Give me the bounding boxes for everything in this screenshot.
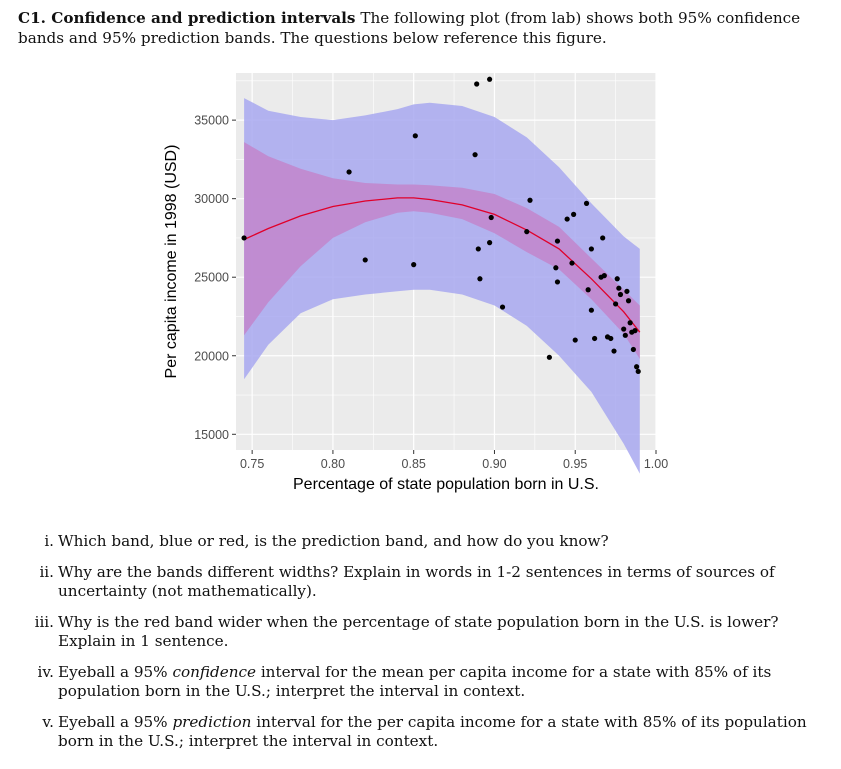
question-text-post: interval for the mean per capita income … — [58, 663, 772, 700]
data-point — [632, 328, 638, 334]
x-axis-label: Percentage of state population born in U… — [293, 476, 599, 493]
data-point — [474, 81, 480, 87]
data-point — [553, 265, 559, 271]
data-point — [588, 246, 594, 252]
x-axis-ticks: 0.75 0.80 0.85 0.90 0.95 1.00 — [240, 450, 668, 471]
question-text: Why are the bands different widths? Expl… — [58, 563, 775, 600]
confidence-band — [244, 142, 640, 359]
problem-description: The following plot (from lab) shows both… — [18, 9, 801, 47]
y-tick-label: 25000 — [194, 271, 229, 285]
x-tick-label: 1.00 — [644, 457, 668, 471]
confidence-prediction-plot: 15000 20000 25000 30000 35000 0.75 0.80 0.85 0.… — [150, 70, 680, 510]
question-number: iii. — [34, 613, 54, 631]
data-point — [585, 287, 591, 293]
data-point — [571, 211, 577, 217]
data-point — [499, 304, 506, 310]
data-point — [475, 246, 481, 252]
data-point — [630, 346, 636, 353]
x-tick-label: 0.80 — [321, 457, 345, 471]
data-point — [634, 364, 640, 370]
data-point — [411, 262, 417, 268]
x-tick-label: 0.95 — [563, 457, 587, 471]
data-point — [569, 260, 575, 266]
data-point — [362, 257, 368, 263]
data-point — [572, 337, 578, 343]
y-tick-label: 35000 — [194, 114, 229, 128]
data-point — [616, 285, 622, 291]
data-point — [412, 133, 418, 139]
data-points — [241, 76, 641, 375]
data-point — [627, 320, 633, 326]
data-point — [241, 235, 247, 241]
question-text-post: interval for the per capita income for a… — [58, 713, 807, 750]
data-point — [614, 276, 620, 282]
y-axis-label: Per capita income in 1998 (USD) — [163, 145, 180, 379]
question-list: i. Which band, blue or red, is the predi… — [30, 532, 820, 763]
data-point — [346, 169, 352, 175]
data-point — [608, 335, 614, 342]
data-point — [488, 214, 494, 221]
question-text-pre: Eyeball a 95% — [58, 663, 173, 681]
question-number: v. — [42, 713, 54, 731]
x-tick-label: 0.90 — [482, 457, 506, 471]
data-point — [487, 76, 493, 82]
data-point — [546, 354, 552, 360]
question-item: iv. Eyeball a 95% confidence interval fo… — [30, 663, 820, 701]
data-point — [635, 368, 641, 375]
data-point — [477, 276, 483, 282]
problem-heading: C1. Confidence and prediction intervals — [18, 9, 356, 27]
x-tick-label: 0.75 — [240, 457, 264, 471]
question-number: i. — [44, 532, 54, 550]
question-number: iv. — [37, 663, 54, 681]
data-point — [622, 332, 628, 338]
y-tick-label: 15000 — [194, 428, 229, 442]
data-point — [554, 238, 561, 244]
x-tick-label: 0.85 — [402, 457, 426, 471]
question-emphasis: confidence — [172, 663, 256, 681]
data-point — [600, 235, 606, 241]
data-point — [472, 152, 478, 158]
question-number: ii. — [39, 563, 54, 581]
problem-intro: C1. Confidence and prediction intervals … — [18, 8, 828, 48]
data-point — [487, 240, 493, 246]
data-point — [527, 197, 533, 203]
data-point — [588, 307, 594, 313]
question-item: i. Which band, blue or red, is the predi… — [30, 532, 820, 551]
data-point — [524, 229, 530, 235]
data-point — [625, 298, 632, 304]
question-text: Why is the red band wider when the perce… — [58, 613, 779, 650]
fit-line — [243, 197, 641, 333]
question-text: Which band, blue or red, is the predicti… — [58, 532, 609, 550]
question-item: ii. Why are the bands different widths? … — [30, 563, 820, 601]
data-point — [564, 216, 570, 222]
data-point — [554, 279, 561, 285]
data-point — [611, 348, 617, 354]
data-point — [592, 335, 598, 342]
y-axis-ticks: 15000 20000 25000 30000 35000 — [194, 114, 236, 442]
data-point — [601, 273, 607, 279]
data-point — [624, 288, 630, 294]
data-point — [613, 301, 619, 307]
data-point — [617, 291, 624, 298]
y-tick-label: 20000 — [194, 349, 229, 363]
data-point — [583, 200, 590, 206]
question-item: iii. Why is the red band wider when the … — [30, 613, 820, 651]
y-tick-label: 30000 — [194, 192, 229, 206]
question-item: v. Eyeball a 95% prediction interval for… — [30, 713, 820, 751]
question-text-pre: Eyeball a 95% — [58, 713, 173, 731]
question-emphasis: prediction — [172, 713, 252, 731]
data-point — [621, 326, 627, 332]
